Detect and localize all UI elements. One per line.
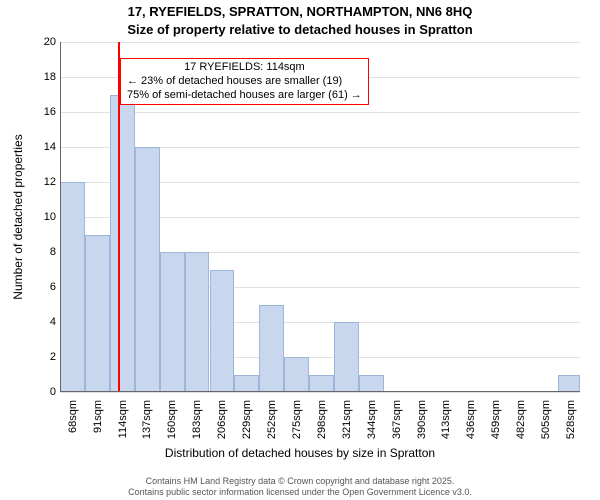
histogram-bar [160,252,185,392]
x-tick-label: 528sqm [565,400,577,439]
histogram-bar [284,357,309,392]
x-tick-label: 321sqm [341,400,353,439]
y-tick-label: 20 [30,36,56,48]
x-tick-label: 413sqm [440,400,452,439]
annotation-line-1: 17 RYEFIELDS: 114sqm [127,61,362,75]
y-tick-label: 12 [30,176,56,188]
y-tick-label: 16 [30,106,56,118]
x-tick-label: 206sqm [216,400,228,439]
y-tick-label: 14 [30,141,56,153]
grid-line [60,42,580,43]
histogram-bar [185,252,210,392]
x-tick-label: 367sqm [391,400,403,439]
y-tick-label: 8 [30,246,56,258]
y-tick-label: 6 [30,281,56,293]
x-tick-label: 344sqm [366,400,378,439]
y-tick-label: 18 [30,71,56,83]
chart-container: 17, RYEFIELDS, SPRATTON, NORTHAMPTON, NN… [0,0,600,500]
x-tick-label: 114sqm [117,400,129,438]
y-axis-label: Number of detached properties [11,134,25,299]
grid-line [60,392,580,393]
x-tick-label: 229sqm [241,400,253,439]
histogram-bar [558,375,580,393]
y-tick-label: 2 [30,351,56,363]
grid-line [60,112,580,113]
x-tick-label: 482sqm [515,400,527,439]
histogram-bar [234,375,259,393]
histogram-bar [359,375,384,393]
annotation-box: 17 RYEFIELDS: 114sqm ← 23% of detached h… [120,58,369,105]
x-tick-label: 183sqm [191,400,203,439]
y-tick-label: 0 [30,386,56,398]
y-axis-line [60,42,61,392]
y-tick-label: 4 [30,316,56,328]
x-tick-label: 459sqm [490,400,502,439]
histogram-bar [309,375,334,393]
x-tick-label: 91sqm [92,400,104,433]
annotation-line-3: 75% of semi-detached houses are larger (… [127,89,362,103]
x-axis-line [60,391,580,392]
attribution-footer: Contains HM Land Registry data © Crown c… [0,476,600,498]
page-title-line2: Size of property relative to detached ho… [0,22,600,37]
x-tick-label: 160sqm [166,400,178,439]
x-tick-label: 137sqm [141,400,153,439]
footer-line-1: Contains HM Land Registry data © Crown c… [0,476,600,487]
histogram-bar [110,95,135,393]
histogram-bar [85,235,110,393]
x-tick-label: 298sqm [316,400,328,439]
histogram-bar [259,305,284,393]
x-axis-label: Distribution of detached houses by size … [0,446,600,460]
x-tick-label: 252sqm [266,400,278,439]
annotation-line-2: ← 23% of detached houses are smaller (19… [127,75,362,89]
x-tick-label: 275sqm [291,400,303,439]
footer-line-2: Contains public sector information licen… [0,487,600,498]
y-tick-label: 10 [30,211,56,223]
histogram-bar [60,182,85,392]
histogram-bar [135,147,160,392]
histogram-bar [210,270,235,393]
x-tick-label: 436sqm [465,400,477,439]
x-tick-label: 68sqm [67,400,79,433]
page-title-line1: 17, RYEFIELDS, SPRATTON, NORTHAMPTON, NN… [0,4,600,19]
x-tick-label: 505sqm [540,400,552,439]
histogram-bar [334,322,359,392]
x-tick-label: 390sqm [416,400,428,439]
